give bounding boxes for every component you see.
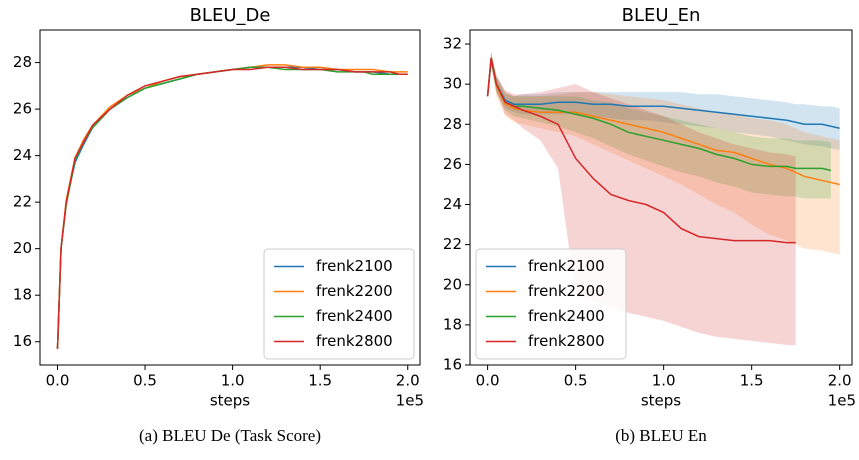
y-tick-label: 32 (443, 35, 462, 53)
plot-frame (469, 29, 853, 366)
y-tick-label: 18 (443, 315, 462, 333)
line (486, 59, 840, 130)
legend-label: frenk2100 (528, 257, 605, 275)
x-tick-label: 2.0 (828, 372, 852, 390)
band (487, 54, 840, 151)
line (486, 57, 796, 244)
legend-label: frenk2200 (316, 282, 393, 300)
y-tick-label: 28 (443, 115, 462, 133)
x-tick-label: 1.5 (308, 372, 332, 390)
y-tick-label: 18 (13, 286, 32, 304)
chart-title: BLEU_De (190, 5, 271, 26)
caption: (b) BLEU En (615, 426, 707, 445)
legend-label: frenk2200 (528, 282, 605, 300)
x-tick-label: 0.5 (133, 372, 157, 390)
y-tick-label: 24 (13, 146, 32, 164)
y-tick-label: 16 (443, 356, 462, 374)
legend-label: frenk2800 (528, 332, 605, 350)
x-offset-label: 1e5 (396, 392, 424, 410)
y-tick-label: 20 (13, 239, 32, 257)
x-tick-label: 0.0 (46, 372, 70, 390)
plot-frame (39, 29, 421, 366)
legend-label: frenk2800 (316, 332, 393, 350)
legend-label: frenk2400 (528, 307, 605, 325)
legend-label: frenk2400 (316, 307, 393, 325)
y-tick-label: 22 (13, 193, 32, 211)
x-tick-label: 1.5 (740, 372, 764, 390)
y-tick-label: 20 (443, 275, 462, 293)
x-tick-label: 1.0 (221, 372, 245, 390)
chart-title: BLEU_En (622, 5, 701, 26)
y-tick-label: 26 (443, 155, 462, 173)
legend-box (263, 248, 415, 360)
caption: (a) BLEU De (Task Score) (139, 426, 321, 445)
y-tick-label: 30 (443, 75, 462, 93)
x-tick-label: 0.5 (564, 372, 588, 390)
y-tick-label: 26 (13, 100, 32, 118)
y-tick-label: 22 (443, 235, 462, 253)
legend-label: frenk2100 (316, 257, 393, 275)
y-tick-label: 28 (13, 53, 32, 71)
x-tick-label: 0.0 (476, 372, 500, 390)
x-offset-label: 1e5 (828, 392, 856, 410)
x-axis-label: steps (641, 392, 681, 410)
x-tick-label: 1.0 (652, 372, 676, 390)
line (486, 57, 840, 186)
band (487, 52, 796, 345)
x-tick-label: 2.0 (396, 372, 420, 390)
y-tick-label: 24 (443, 195, 462, 213)
y-tick-label: 16 (13, 332, 32, 350)
legend-box (475, 248, 627, 360)
x-axis-label: steps (210, 392, 250, 410)
line (56, 66, 408, 349)
